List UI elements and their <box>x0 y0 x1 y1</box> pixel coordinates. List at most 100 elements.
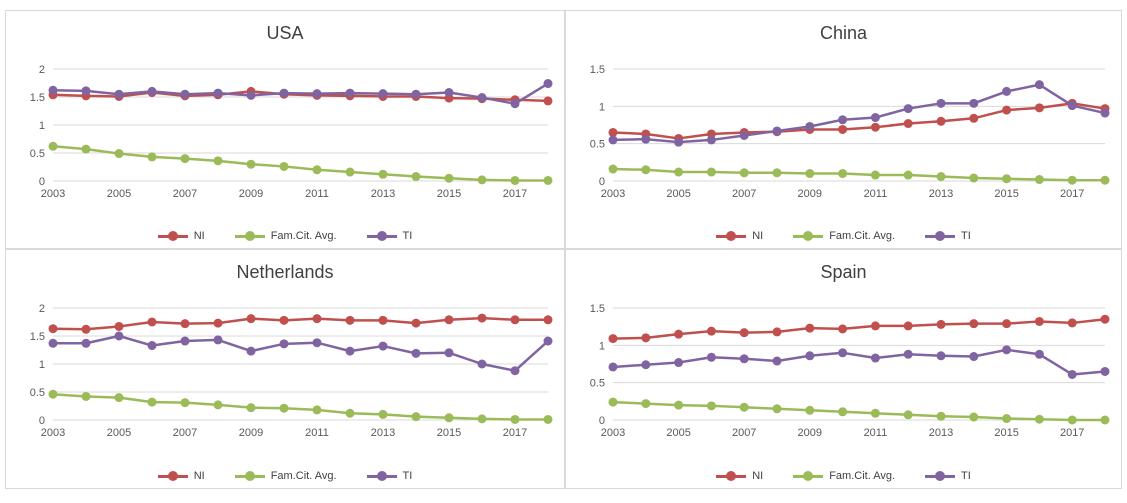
y-tick-label: 0 <box>39 176 45 188</box>
data-point <box>378 315 388 325</box>
data-point <box>805 351 815 361</box>
x-tick-label: 2013 <box>371 427 395 439</box>
data-point <box>147 152 157 162</box>
data-point <box>81 144 91 154</box>
data-point <box>246 403 256 413</box>
legend-label: TI <box>402 230 413 242</box>
data-point <box>1067 369 1077 379</box>
data-point <box>180 319 190 329</box>
series-line <box>612 83 1106 144</box>
data-point <box>674 329 684 339</box>
data-point <box>213 400 223 410</box>
data-point <box>1034 414 1044 424</box>
data-point <box>180 154 190 164</box>
legend-swatch <box>793 471 824 481</box>
legend-swatch <box>366 231 397 241</box>
series-line <box>52 82 549 105</box>
x-tick-label: 2009 <box>239 427 263 439</box>
legend-item: TI <box>925 230 971 242</box>
legend-item: NI <box>157 470 205 482</box>
data-point <box>903 321 913 331</box>
data-point <box>477 414 487 424</box>
data-point <box>1002 105 1012 115</box>
data-point <box>378 89 388 99</box>
legend-swatch <box>716 231 747 241</box>
data-point <box>838 169 848 179</box>
x-tick-label: 2007 <box>173 188 197 200</box>
data-point <box>444 413 454 423</box>
data-point <box>114 149 124 159</box>
data-point <box>312 405 322 415</box>
data-point <box>543 336 553 346</box>
data-point <box>510 366 520 376</box>
x-tick-label: 2015 <box>437 188 461 200</box>
data-point <box>936 411 946 421</box>
data-point <box>48 389 58 399</box>
x-tick-label: 2009 <box>798 427 822 439</box>
data-point <box>477 93 487 103</box>
series-line <box>612 102 1106 140</box>
data-point <box>48 141 58 151</box>
data-point <box>870 113 880 123</box>
chart-title: Netherlands <box>236 262 334 282</box>
data-point <box>674 358 684 368</box>
x-tick-label: 2017 <box>503 427 527 439</box>
data-point <box>510 99 520 109</box>
y-tick-label: 1 <box>39 359 45 371</box>
data-point <box>870 170 880 180</box>
data-point <box>477 313 487 323</box>
data-point <box>706 167 716 177</box>
legend-item: Fam.Cit. Avg. <box>234 230 337 242</box>
data-point <box>279 88 289 98</box>
y-tick-label: 1.5 <box>30 92 45 104</box>
data-point <box>81 324 91 334</box>
x-tick-label: 2003 <box>41 427 65 439</box>
data-point <box>969 352 979 362</box>
legend-item: Fam.Cit. Avg. <box>234 470 337 482</box>
legend-item: Fam.Cit. Avg. <box>793 470 895 482</box>
data-point <box>510 414 520 424</box>
data-point <box>805 121 815 131</box>
data-point <box>312 89 322 99</box>
data-point <box>674 137 684 147</box>
legend-label: NI <box>193 230 205 242</box>
data-point <box>180 336 190 346</box>
x-tick-label: 2003 <box>41 188 65 200</box>
legend-swatch <box>157 231 188 241</box>
y-tick-label: 2 <box>39 64 45 76</box>
legend-label: NI <box>752 470 764 482</box>
y-tick-label: 1 <box>39 120 45 132</box>
data-point <box>903 104 913 114</box>
data-point <box>48 324 58 334</box>
data-point <box>543 414 553 424</box>
data-point <box>411 318 421 328</box>
data-point <box>838 124 848 134</box>
data-point <box>936 319 946 329</box>
data-point <box>674 400 684 410</box>
chart-plot-china: 0 0.5 1 1.5 2003 2005 2007 2009 2011 2013 2015 2017 <box>590 64 1110 200</box>
data-point <box>739 130 749 140</box>
legend-label: NI <box>193 470 205 482</box>
data-point <box>1034 80 1044 90</box>
data-point <box>48 85 58 95</box>
legend-label: Fam.Cit. Avg. <box>829 470 896 482</box>
data-point <box>772 126 782 136</box>
data-point <box>378 341 388 351</box>
chart-plot-usa: 0 0.5 1 1.5 2 2003 2005 2007 2009 2011 2013 2015 201… <box>30 64 553 200</box>
data-point <box>641 134 651 144</box>
data-point <box>147 397 157 407</box>
data-point <box>838 348 848 358</box>
x-tick-label: 2005 <box>666 427 690 439</box>
series-line <box>52 316 548 331</box>
legend-swatch <box>234 231 265 241</box>
data-point <box>641 165 651 175</box>
data-point <box>147 317 157 327</box>
data-point <box>739 328 749 338</box>
data-point <box>345 346 355 356</box>
data-point <box>772 168 782 178</box>
x-tick-label: 2013 <box>929 427 953 439</box>
data-point <box>608 362 618 372</box>
legend-label: TI <box>402 470 413 482</box>
data-point <box>114 89 124 99</box>
x-tick-label: 2007 <box>732 427 756 439</box>
